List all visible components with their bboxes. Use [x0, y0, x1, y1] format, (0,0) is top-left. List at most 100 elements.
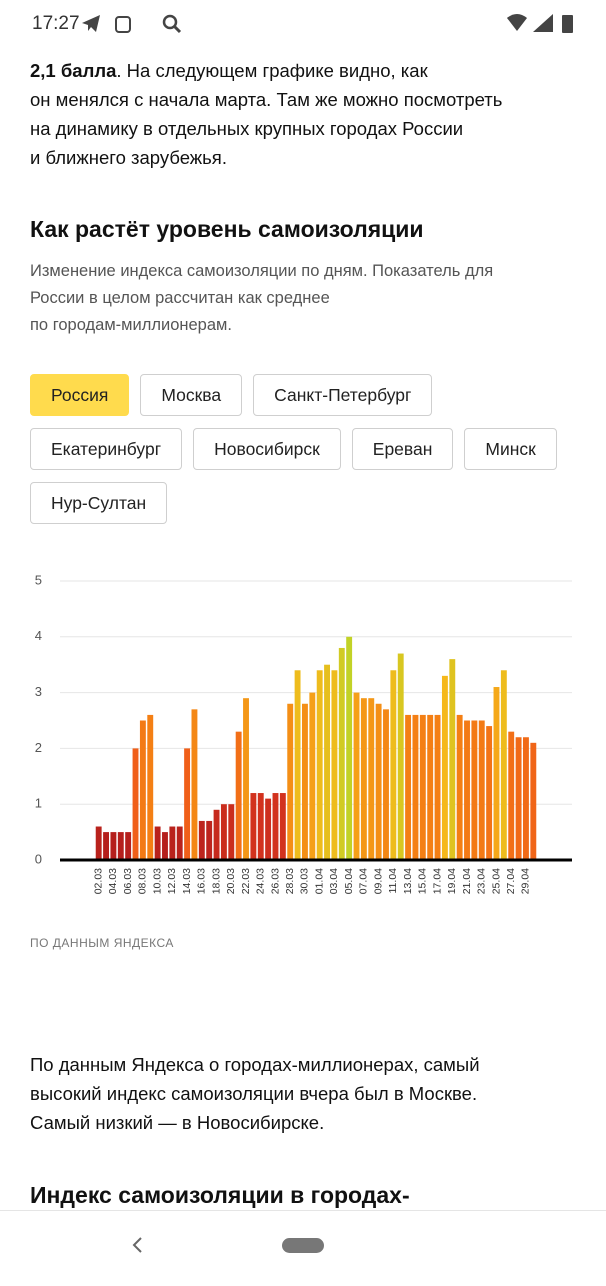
bar: [338, 647, 345, 860]
bar: [486, 726, 493, 860]
bar: [353, 692, 360, 860]
bar: [176, 826, 183, 860]
filter-button[interactable]: Санкт-Петербург: [253, 374, 433, 416]
bar: [162, 832, 168, 860]
x-tick-label: 03.04: [328, 868, 340, 894]
x-tick-label: 16.03: [196, 868, 208, 894]
nav-icons: [132, 1237, 324, 1253]
filter-button[interactable]: Ереван: [351, 428, 454, 470]
bar: [139, 720, 146, 860]
x-tick-label: 21.04: [461, 868, 473, 894]
bar: [184, 748, 191, 860]
x-tick-label: 02.03: [92, 868, 104, 894]
bar: [449, 659, 456, 860]
bar: [302, 703, 308, 860]
back-button[interactable]: [132, 1237, 142, 1253]
filter-button[interactable]: Россия: [30, 374, 130, 416]
bar: [471, 720, 478, 860]
bar: [360, 698, 367, 860]
bar: [272, 793, 279, 860]
bar: [279, 793, 286, 860]
next-title: Индекс самоизоляции в городах-: [30, 1182, 410, 1208]
bar: [110, 832, 117, 860]
home-button[interactable]: [282, 1238, 324, 1253]
bar: [125, 832, 132, 860]
filter-button[interactable]: Минск: [464, 428, 557, 470]
source: ПО ДАННЫМ ЯНДЕКСА: [30, 936, 174, 950]
bar: [368, 698, 375, 860]
intro-line: он менялся с начала марта. Там же можно …: [30, 89, 503, 110]
bar: [147, 714, 154, 860]
y-tick-label: 1: [35, 796, 42, 811]
x-tick-label: 24.03: [255, 868, 267, 894]
x-tick-label: 28.03: [284, 868, 296, 894]
x-tick-label: 05.04: [343, 868, 355, 894]
x-tick-label: 19.04: [446, 868, 458, 894]
bar: [508, 731, 515, 860]
intro-line: на динамику в отдельных крупных городах …: [30, 118, 464, 139]
x-tick-label: 08.03: [137, 868, 149, 894]
x-tick-label: 11.04: [387, 868, 399, 894]
bar: [427, 714, 434, 860]
bar: [243, 698, 249, 860]
bar: [198, 820, 205, 860]
y-tick-label: 5: [35, 572, 42, 587]
x-tick-label: 25.04: [490, 868, 502, 894]
filter-button[interactable]: Нур-Султан: [30, 482, 168, 524]
bar: [95, 826, 102, 860]
nav-bar: [0, 1210, 606, 1281]
filter-button[interactable]: Новосибирск: [193, 428, 341, 470]
bar: [412, 714, 419, 860]
bar: [331, 670, 338, 860]
paragraph-line: Самый низкий — в Новосибирске.: [30, 1112, 325, 1133]
y-tick-label: 4: [35, 628, 42, 643]
clock: 17:27: [32, 13, 80, 34]
bar: [294, 670, 301, 860]
bar: [523, 737, 529, 860]
bar: [324, 664, 330, 860]
filter-button[interactable]: Москва: [140, 374, 243, 416]
bar: [213, 809, 220, 860]
y-tick-label: 2: [35, 740, 42, 755]
x-tick-label: 29.04: [520, 868, 532, 894]
bar: [375, 703, 382, 860]
system-icons: [507, 14, 573, 33]
bar: [405, 714, 412, 860]
bar: [441, 675, 448, 860]
paragraph-line: высокий индекс самоизоляции вчера был в …: [30, 1083, 478, 1104]
x-tick-label: 26.03: [269, 868, 281, 894]
bar: [390, 670, 397, 860]
x-tick-label: 09.04: [372, 868, 384, 894]
section-subtitle: Изменение индекса самоизоляции по дням. …: [30, 258, 493, 339]
intro-line: 2,1 балла. На следующем графике видно, к…: [30, 56, 428, 85]
bar: [478, 720, 485, 860]
x-tick-label: 27.04: [505, 868, 517, 894]
x-tick-label: 18.03: [210, 868, 222, 894]
filter-button[interactable]: Екатеринбург: [30, 428, 183, 470]
bar: [265, 798, 272, 860]
bar: [287, 703, 294, 860]
intro-bold: 2,1 балла: [30, 60, 117, 81]
bar: [169, 826, 176, 860]
bar: [397, 653, 404, 860]
bar: [515, 737, 522, 860]
bar: [117, 832, 124, 860]
bar: [132, 748, 139, 860]
x-tick-label: 30.03: [299, 868, 311, 894]
bar: [228, 804, 235, 860]
x-tick-label: 17.04: [431, 868, 443, 894]
bar: [250, 793, 257, 860]
bar: [346, 636, 353, 860]
subtitle-line: по городам-миллионерам.: [30, 316, 232, 334]
x-tick-label: 07.04: [358, 868, 370, 894]
filter-buttons: Россия Москва Санкт-Петербург Екатеринбург Н…: [30, 374, 575, 524]
paragraph-line: По данным Яндекса о городах-миллионерах,…: [30, 1054, 480, 1075]
bar: [316, 670, 323, 860]
x-tick-label: 20.03: [225, 868, 237, 894]
bar: [434, 714, 441, 860]
bar: [493, 687, 500, 860]
x-tick-label: 12.03: [166, 868, 178, 894]
x-tick-label: 04.03: [107, 868, 119, 894]
intro-text: . На следующем графике видно, как: [116, 60, 428, 81]
